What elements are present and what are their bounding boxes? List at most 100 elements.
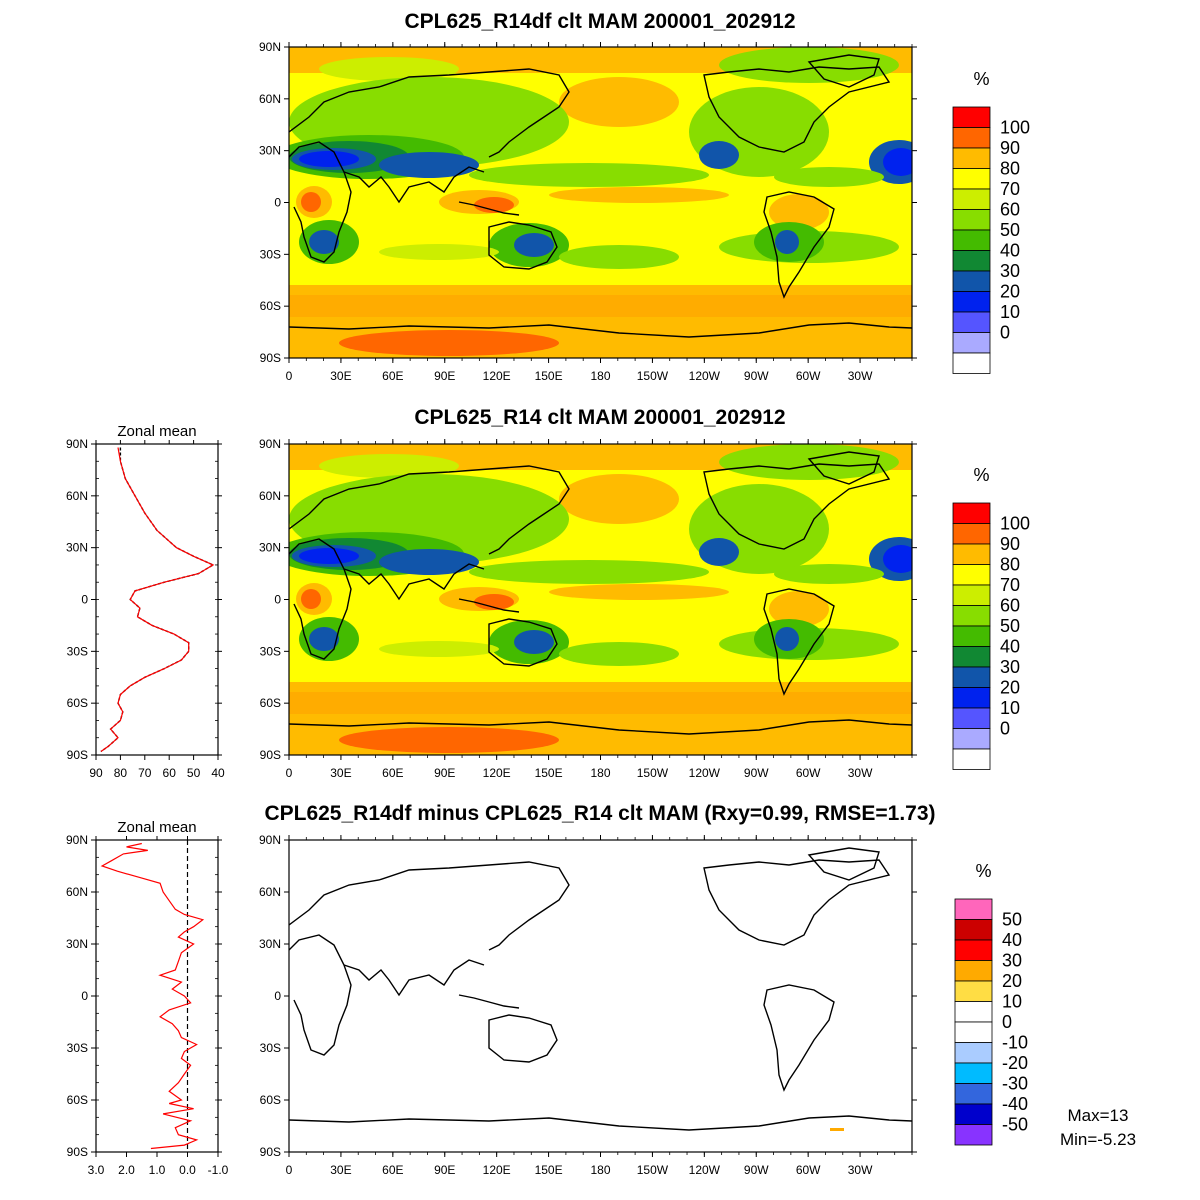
map-reference-lon-tick: 0 <box>286 766 293 780</box>
colorbar-difference-swatch <box>954 1103 993 1125</box>
colorbar-difference-label: 50 <box>1002 910 1022 930</box>
panel-difference: CPL625_R14df minus CPL625_R14 clt MAM (R… <box>66 802 1136 1177</box>
colorbar-model-swatch <box>952 229 991 251</box>
colorbar-difference-swatch <box>954 1124 993 1146</box>
colorbar-reference-label: 70 <box>1000 575 1020 595</box>
map-reference-lon-tick: 120W <box>689 766 721 780</box>
colorbar-model-swatch <box>952 352 991 374</box>
colorbar-difference-swatch <box>954 1062 993 1084</box>
map-reference-lon-tick: 90E <box>434 766 455 780</box>
map-model-lat-tick: 30N <box>259 144 281 158</box>
map-model-lat-tick: 90N <box>259 40 281 54</box>
map-model-lon-tick: 90W <box>744 369 769 383</box>
map-reference-lon-tick: 150W <box>637 766 669 780</box>
colorbar-model-swatch <box>952 188 991 210</box>
colorbar-reference-label: 100 <box>1000 514 1030 534</box>
map-difference-lon-tick: 150W <box>637 1163 669 1177</box>
colorbar-difference-swatch <box>954 980 993 1002</box>
colorbar-reference-label: 40 <box>1000 637 1020 657</box>
map-model-lon-tick: 30W <box>848 369 873 383</box>
map-difference-lon-tick: 120W <box>689 1163 721 1177</box>
colorbar-reference-swatch <box>952 543 991 565</box>
zonal-mean-difference-lat-tick: 90N <box>66 833 88 847</box>
zonal-mean-frame-difference <box>95 839 219 1153</box>
colorbar-reference-label: 50 <box>1000 616 1020 636</box>
colorbar-difference-label: 40 <box>1002 930 1022 950</box>
zonal-mean-difference-lat-tick: 90S <box>67 1145 88 1159</box>
colorbar-reference-units: % <box>973 465 989 485</box>
map-model-lat-tick: 90S <box>260 351 281 365</box>
colorbar-difference-swatch <box>954 919 993 941</box>
colorbar-difference-label: 0 <box>1002 1012 1012 1032</box>
colorbar-model-swatch <box>952 311 991 333</box>
map-model-lon-tick: 120W <box>689 369 721 383</box>
colorbar-model-swatch <box>952 291 991 313</box>
colorbar-difference-swatch <box>954 939 993 961</box>
map-reference-lat-tick: 30N <box>259 541 281 555</box>
map-difference-axes: 90N 60N 30N 0 30S 60S 90S 0 30E 60E 90E 120E 150E 180… <box>259 833 917 1177</box>
map-reference-lat-tick: 30S <box>260 644 281 658</box>
colorbar-difference-swatch <box>954 898 993 920</box>
map-model-lon-tick: 90E <box>434 369 455 383</box>
colorbar-difference-label: -50 <box>1002 1115 1028 1135</box>
colorbar-model-label: 10 <box>1000 302 1020 322</box>
map-difference-lat-tick: 90S <box>260 1145 281 1159</box>
colorbar-difference-label: 30 <box>1002 951 1022 971</box>
zonal-mean-reference-x-tick: 70 <box>138 766 152 780</box>
map-model-lon-tick: 180 <box>590 369 610 383</box>
map-reference-lat-tick: 60S <box>260 696 281 710</box>
colorbar-reference-swatch <box>952 523 991 545</box>
zonal-mean-reference-lat-tick: 90N <box>66 437 88 451</box>
zonal-mean-reference-lat-tick: 0 <box>81 593 88 607</box>
colorbar-model-label: 80 <box>1000 159 1020 179</box>
colorbar-model-swatch <box>952 270 991 292</box>
map-difference-lon-tick: 30E <box>330 1163 351 1177</box>
map-difference-lon-tick: 90W <box>744 1163 769 1177</box>
colorbar-reference-swatch <box>952 748 991 770</box>
colorbar-reference-label: 90 <box>1000 534 1020 554</box>
map-difference-lon-tick: 150E <box>535 1163 563 1177</box>
colorbar-difference-label: -10 <box>1002 1033 1028 1053</box>
map-model-lon-tick: 60E <box>382 369 403 383</box>
map-model-lon-tick: 30E <box>330 369 351 383</box>
colorbar-reference-swatch <box>952 584 991 606</box>
map-reference-lon-tick: 150E <box>535 766 563 780</box>
colorbar-model-label: 20 <box>1000 282 1020 302</box>
map-reference-lon-tick: 30E <box>330 766 351 780</box>
map-difference-lon-tick: 90E <box>434 1163 455 1177</box>
map-model-lat-tick: 0 <box>274 196 281 210</box>
zonal-mean-reference-x-tick: 60 <box>163 766 177 780</box>
zonal-mean-difference-lat-tick: 60S <box>67 1093 88 1107</box>
colorbar-model-label: 40 <box>1000 241 1020 261</box>
zonal-mean-reference-lat-tick: 60N <box>66 489 88 503</box>
map-model-lat-tick: 60S <box>260 299 281 313</box>
map-difference-lon-tick: 120E <box>483 1163 511 1177</box>
map-model-lon-tick: 0 <box>286 369 293 383</box>
map-model-lat-tick: 30S <box>260 247 281 261</box>
map-model-lon-tick: 60W <box>796 369 821 383</box>
colorbar-reference-swatch <box>952 502 991 524</box>
zonal-mean-difference-x-tick: 2.0 <box>118 1163 135 1177</box>
zonal-mean-frame-reference <box>95 443 219 756</box>
colorbar-model-swatch <box>952 168 991 190</box>
map-reference-lon-tick: 30W <box>848 766 873 780</box>
map-difference-lon-tick: 180 <box>590 1163 610 1177</box>
map-difference <box>289 840 912 1152</box>
colorbar-reference-swatch <box>952 728 991 750</box>
map-difference-lat-tick: 60N <box>259 885 281 899</box>
zonal-mean-reference-lat-tick: 90S <box>67 748 88 762</box>
map-difference-lat-tick: 0 <box>274 989 281 1003</box>
stat-max: Max=13 <box>1068 1106 1129 1125</box>
map-difference-lon-tick: 60E <box>382 1163 403 1177</box>
zonal-mean-reference-lat-tick: 30S <box>67 644 88 658</box>
colorbar-reference-swatch <box>952 564 991 586</box>
colorbar-model-label: 60 <box>1000 200 1020 220</box>
colorbar-reference-label: 0 <box>1000 719 1010 739</box>
map-reference-lon-tick: 60W <box>796 766 821 780</box>
zonal-mean-difference-lat-tick: 60N <box>66 885 88 899</box>
